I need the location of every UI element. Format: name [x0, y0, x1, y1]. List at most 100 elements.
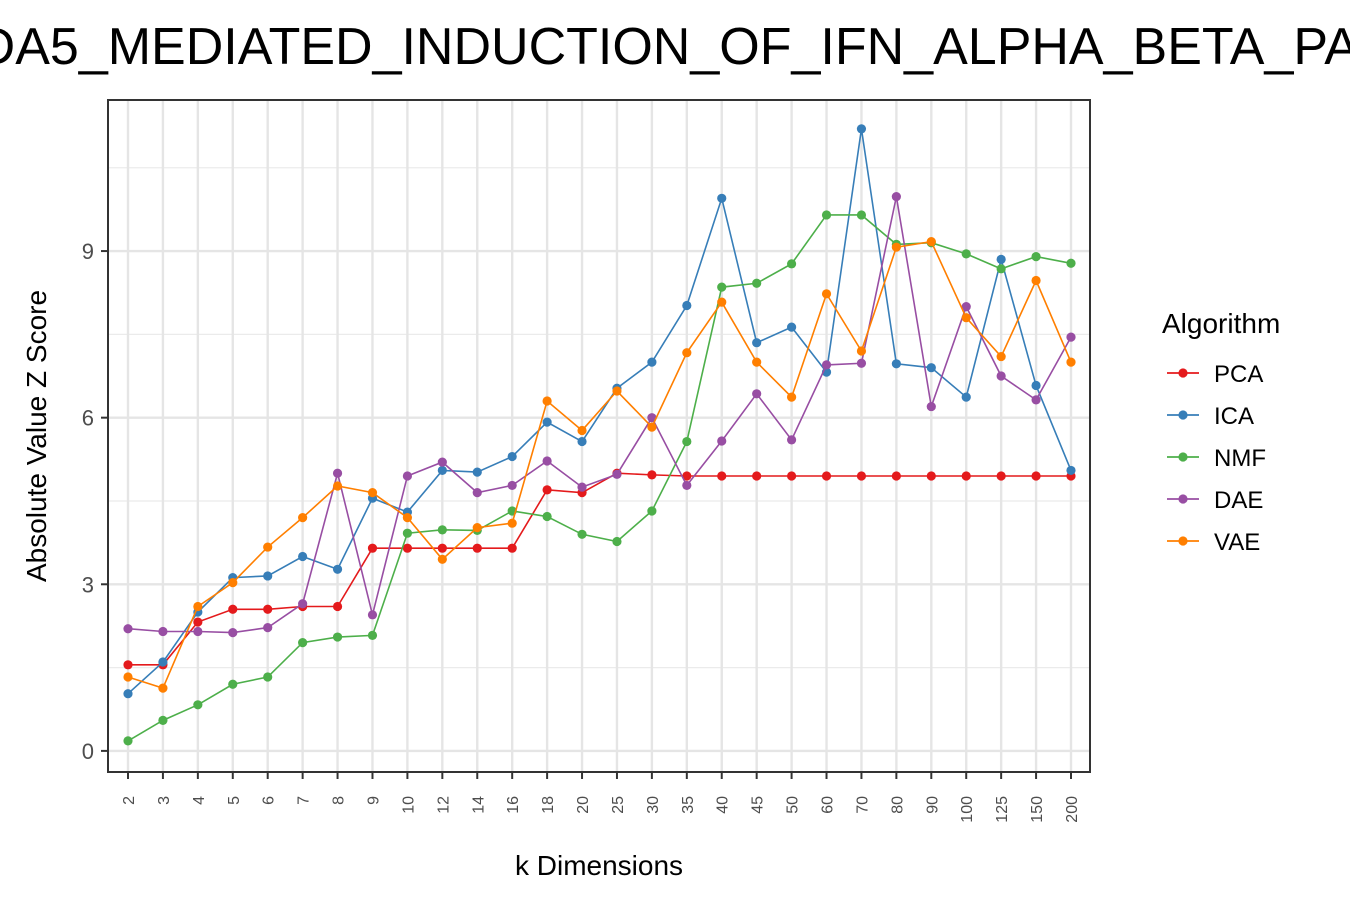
data-point: [542, 485, 552, 495]
data-point: [437, 525, 447, 535]
data-point: [472, 488, 482, 498]
legend-item-ica: ICA: [1167, 403, 1254, 430]
data-point: [263, 604, 273, 614]
data-point: [193, 700, 203, 710]
data-point: [228, 578, 238, 588]
x-tick-label: 25: [610, 796, 627, 814]
data-point: [472, 467, 482, 477]
data-point: [786, 435, 797, 445]
data-point: [263, 571, 273, 581]
x-tick-label: 70: [854, 796, 871, 814]
series-ica: [123, 124, 1076, 699]
legend-key-point: [1178, 536, 1188, 546]
data-point: [298, 513, 308, 523]
legend-title: Algorithm: [1162, 308, 1280, 339]
data-point: [821, 289, 832, 299]
data-point: [507, 543, 517, 553]
y-tick-label: 9: [82, 239, 94, 264]
y-axis-label: Absolute Value Z Score: [21, 290, 52, 582]
legend-item-pca: PCA: [1167, 361, 1263, 388]
data-point: [402, 471, 413, 481]
data-point: [123, 624, 133, 634]
series-vae: [123, 237, 1076, 693]
data-point: [786, 392, 797, 402]
data-point: [891, 359, 901, 369]
data-point: [402, 513, 413, 523]
data-point: [926, 237, 936, 247]
data-point: [996, 471, 1006, 481]
x-tick-label: 18: [540, 796, 557, 814]
x-tick-label: 3: [156, 796, 173, 805]
data-point: [123, 660, 133, 670]
data-point: [682, 480, 692, 491]
data-point: [437, 465, 447, 476]
data-point: [123, 689, 133, 699]
data-point: [996, 371, 1006, 381]
data-point: [647, 506, 657, 516]
series-line-ica: [127, 128, 1072, 695]
data-point: [752, 471, 762, 481]
data-point: [228, 604, 238, 614]
data-point: [123, 672, 133, 682]
data-point: [228, 679, 238, 689]
data-point: [926, 363, 936, 373]
legend-key-point: [1178, 494, 1188, 504]
data-point: [996, 264, 1006, 274]
x-tick-label: 4: [191, 796, 208, 805]
data-point: [228, 628, 238, 638]
x-tick-label: 7: [296, 796, 313, 805]
series-pca: [123, 468, 1076, 670]
legend-label: ICA: [1214, 403, 1254, 430]
data-point: [507, 480, 517, 491]
data-point: [926, 401, 936, 412]
data-point: [437, 457, 447, 467]
data-point: [682, 471, 692, 481]
data-point: [682, 436, 692, 447]
data-point: [647, 413, 657, 423]
y-tick-label: 6: [82, 406, 94, 431]
data-point: [193, 617, 203, 627]
x-tick-label: 30: [645, 796, 662, 814]
data-point: [996, 351, 1006, 362]
legend-label: NMF: [1214, 445, 1266, 472]
data-point: [1031, 395, 1041, 405]
x-tick-label: 16: [505, 796, 522, 814]
x-tick-label: 125: [994, 796, 1011, 823]
data-point: [856, 124, 867, 134]
data-point: [961, 249, 971, 259]
data-point: [682, 300, 692, 311]
legend-label: VAE: [1214, 529, 1260, 556]
data-point: [612, 536, 622, 547]
data-point: [717, 471, 727, 481]
data-point: [542, 456, 552, 466]
data-point: [891, 471, 901, 481]
data-point: [263, 672, 273, 682]
data-point: [891, 192, 901, 202]
data-point: [752, 338, 762, 348]
data-point: [542, 396, 552, 406]
data-point: [647, 357, 657, 367]
data-point: [717, 297, 727, 307]
x-tick-label: 10: [400, 796, 417, 814]
data-point: [158, 715, 168, 725]
data-point: [507, 451, 517, 462]
data-point: [542, 417, 552, 427]
data-point: [1066, 332, 1076, 342]
data-point: [367, 488, 378, 498]
data-point: [1031, 275, 1041, 286]
data-point: [961, 392, 971, 402]
data-point: [891, 242, 901, 252]
data-point: [717, 436, 727, 446]
data-point: [821, 360, 832, 370]
data-point: [856, 346, 867, 356]
data-point: [961, 301, 971, 312]
data-point: [332, 632, 343, 642]
x-tick-label: 60: [820, 796, 837, 814]
data-point: [961, 313, 971, 323]
legend-item-vae: VAE: [1167, 529, 1260, 556]
data-point: [1066, 258, 1076, 268]
x-tick-label: 100: [959, 796, 976, 823]
data-point: [437, 543, 447, 553]
x-tick-label: 12: [435, 796, 452, 814]
x-tick-label: 2: [121, 796, 138, 805]
